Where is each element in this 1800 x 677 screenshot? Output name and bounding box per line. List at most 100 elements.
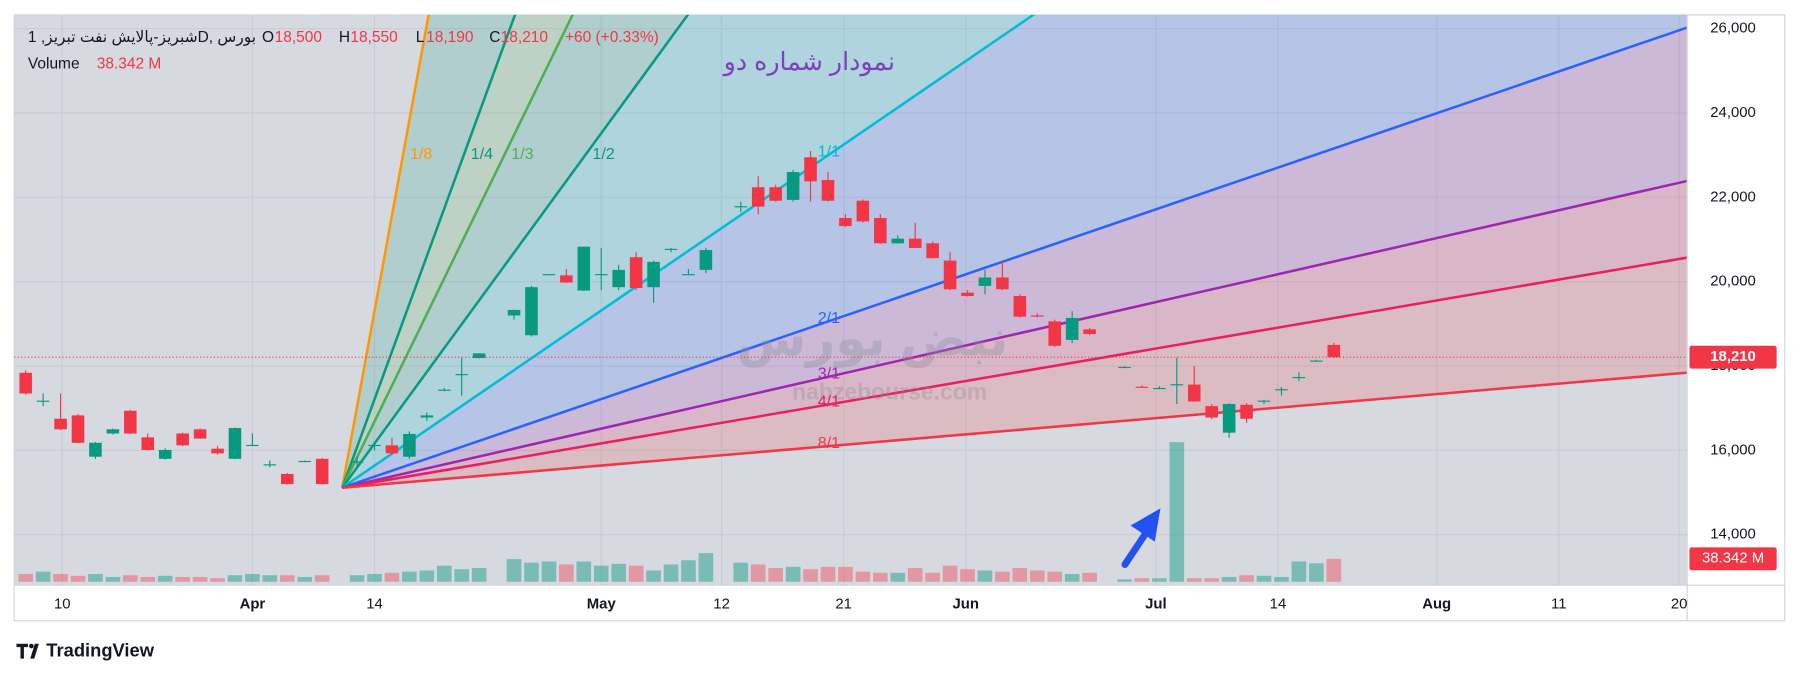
candle-body	[54, 418, 67, 430]
candle-body	[403, 433, 416, 457]
blue-arrow	[1121, 508, 1161, 568]
volume-bar	[88, 574, 103, 582]
close-letter: C	[489, 29, 500, 46]
volume-bar	[454, 569, 470, 582]
volume-bar	[593, 565, 609, 582]
candle-body	[1135, 386, 1149, 388]
y-tick-label: 20,000	[1710, 274, 1756, 290]
candle-body	[89, 442, 102, 457]
x-tick-label: Aug	[1422, 597, 1451, 613]
arrow-shaft	[1121, 526, 1152, 568]
candle-body	[1292, 377, 1306, 379]
low-letter: L	[416, 29, 425, 46]
x-tick-label: 14	[366, 597, 383, 613]
x-tick-label: 12	[713, 597, 730, 613]
candle-body	[385, 445, 399, 454]
candle-body	[1327, 344, 1341, 358]
candles	[19, 150, 1341, 485]
candle-body	[420, 415, 434, 418]
volume-bar	[210, 578, 225, 582]
candle-body	[176, 433, 189, 446]
candle-body	[926, 243, 939, 259]
annotation: نمودار شماره دو	[722, 48, 895, 77]
candle-body	[804, 157, 817, 182]
low-value: 18,190	[426, 29, 473, 46]
volume-bar	[1256, 575, 1272, 582]
volume-bar	[1221, 576, 1237, 582]
candle-body	[158, 449, 172, 459]
volume-bar	[681, 560, 696, 582]
candle-body	[594, 274, 608, 276]
candle-body	[211, 448, 224, 454]
plot-area	[14, 14, 1688, 586]
candle-body	[839, 218, 852, 227]
watermark-logo: نبض بورس	[737, 309, 1009, 368]
candle-body	[141, 437, 155, 450]
candle-body	[577, 246, 591, 291]
candle-body	[786, 172, 800, 200]
fan-label: 1/3	[511, 145, 533, 163]
volume-bar	[960, 569, 975, 582]
volume-bar	[227, 575, 243, 582]
candle-body	[664, 248, 678, 250]
volume-bar	[436, 565, 452, 582]
open-letter: O	[262, 29, 274, 46]
y-tick-label: 26,000	[1710, 21, 1756, 37]
volume-bar	[122, 575, 138, 582]
volume-bar	[262, 575, 278, 582]
last-price-tag	[1689, 345, 1777, 369]
x-tick-label: Jun	[953, 597, 980, 613]
volume-bar	[1152, 578, 1167, 582]
volume-bar	[1012, 568, 1028, 582]
volume-bar	[314, 575, 330, 582]
candle-body	[1257, 400, 1271, 402]
candle-body	[629, 257, 643, 289]
fan-label: 3/1	[818, 365, 840, 383]
volume-bar	[855, 571, 871, 582]
candle-body	[821, 180, 835, 201]
candle-body	[1275, 389, 1288, 391]
volume-bar	[140, 576, 156, 582]
volume-bar	[750, 564, 766, 582]
candle-body	[1222, 403, 1236, 433]
volume-bar	[576, 561, 592, 582]
brand-icon	[16, 643, 39, 659]
fan-line	[342, 256, 1688, 489]
candle-body	[1118, 366, 1131, 369]
volume-bar	[1326, 558, 1342, 582]
volume-bar	[872, 572, 888, 582]
candle-body	[193, 429, 207, 439]
close-value: 18,210	[501, 29, 548, 46]
volume-bar	[820, 566, 836, 582]
open-value: 18,500	[275, 29, 322, 46]
last-price-label: 18,210	[1710, 349, 1756, 365]
high-value: 18,550	[350, 29, 397, 46]
volume-bar	[471, 568, 487, 582]
volume-title: Volume	[28, 55, 80, 72]
volume-bar	[384, 572, 400, 582]
candle-body	[1187, 384, 1201, 402]
volume-bar	[1204, 578, 1220, 582]
volume-bar	[785, 566, 801, 582]
candle-body	[699, 250, 713, 270]
change-value: +60 (+0.33%)	[565, 29, 659, 46]
candle-body	[856, 200, 870, 222]
fan-label: 1/1	[818, 143, 840, 161]
candle-body	[769, 187, 782, 201]
volume-bar	[157, 575, 173, 582]
volume-bar	[803, 569, 818, 582]
volume-tag-label: 38.342 M	[1702, 551, 1764, 567]
volume-bar	[890, 572, 906, 582]
candle-body	[281, 473, 294, 485]
volume-bar	[506, 559, 522, 582]
volume-bar	[279, 575, 295, 582]
volume-bar	[1239, 575, 1254, 582]
candle-body	[228, 428, 242, 459]
fan-label: 1/8	[410, 145, 432, 163]
candle-body	[1083, 329, 1096, 334]
fan-fill	[342, 14, 1688, 488]
volume-bar	[541, 561, 557, 582]
arrow-head	[1130, 508, 1161, 542]
candle-body	[106, 429, 120, 434]
volume-bar	[53, 574, 68, 582]
